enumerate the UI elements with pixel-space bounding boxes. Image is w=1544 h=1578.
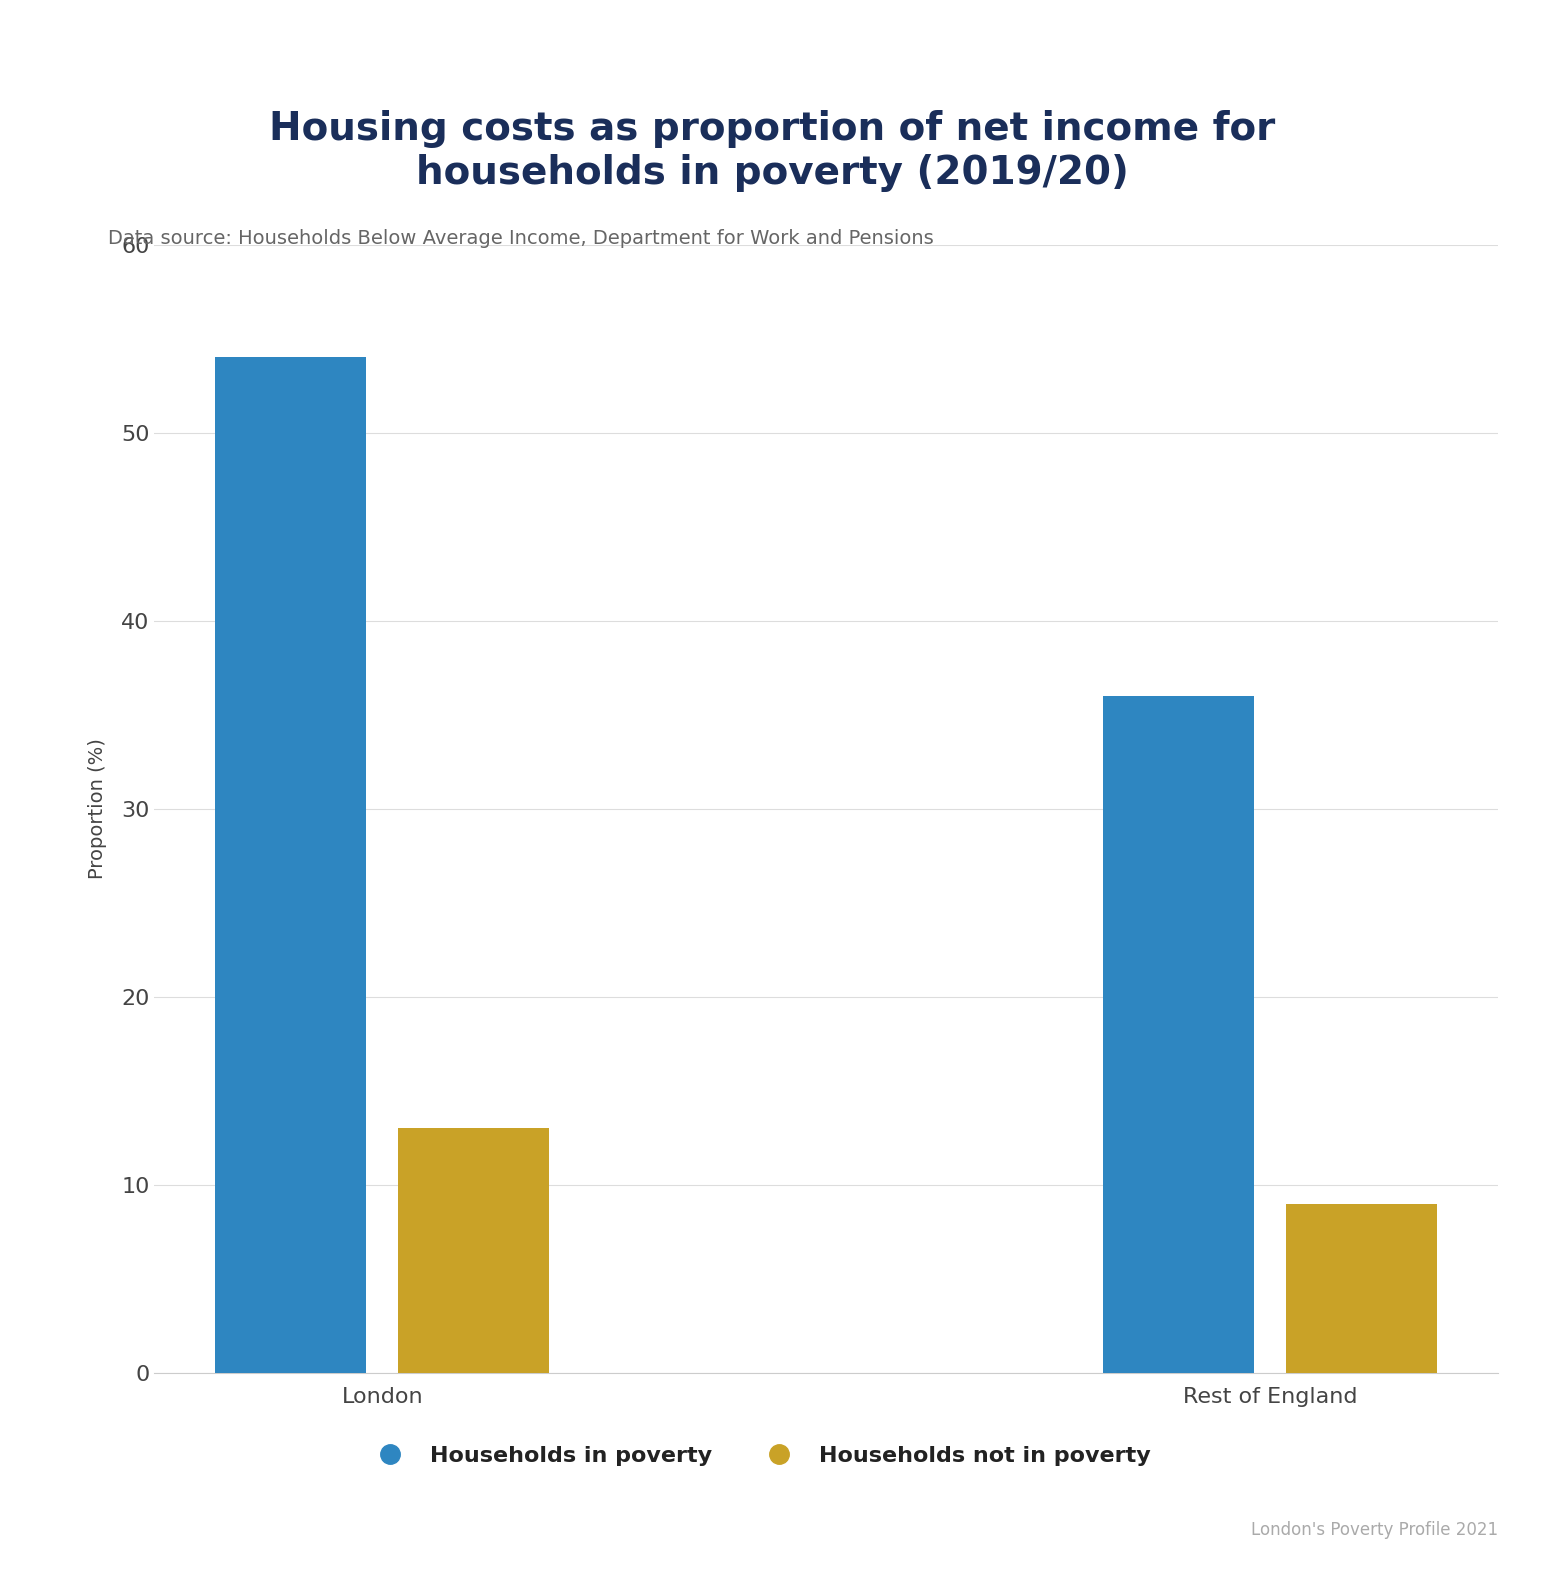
Bar <box>1286 1204 1436 1373</box>
Legend: Households in poverty, Households not in poverty: Households in poverty, Households not in… <box>358 1438 1160 1474</box>
Text: Data source: Households Below Average Income, Department for Work and Pensions: Data source: Households Below Average In… <box>108 229 934 248</box>
Bar <box>1102 696 1254 1373</box>
Y-axis label: Proportion (%): Proportion (%) <box>88 739 107 879</box>
Bar <box>216 358 366 1373</box>
Bar <box>398 1128 550 1373</box>
Text: Housing costs as proportion of net income for
households in poverty (2019/20): Housing costs as proportion of net incom… <box>269 110 1275 193</box>
Text: London's Poverty Profile 2021: London's Poverty Profile 2021 <box>1251 1521 1498 1539</box>
